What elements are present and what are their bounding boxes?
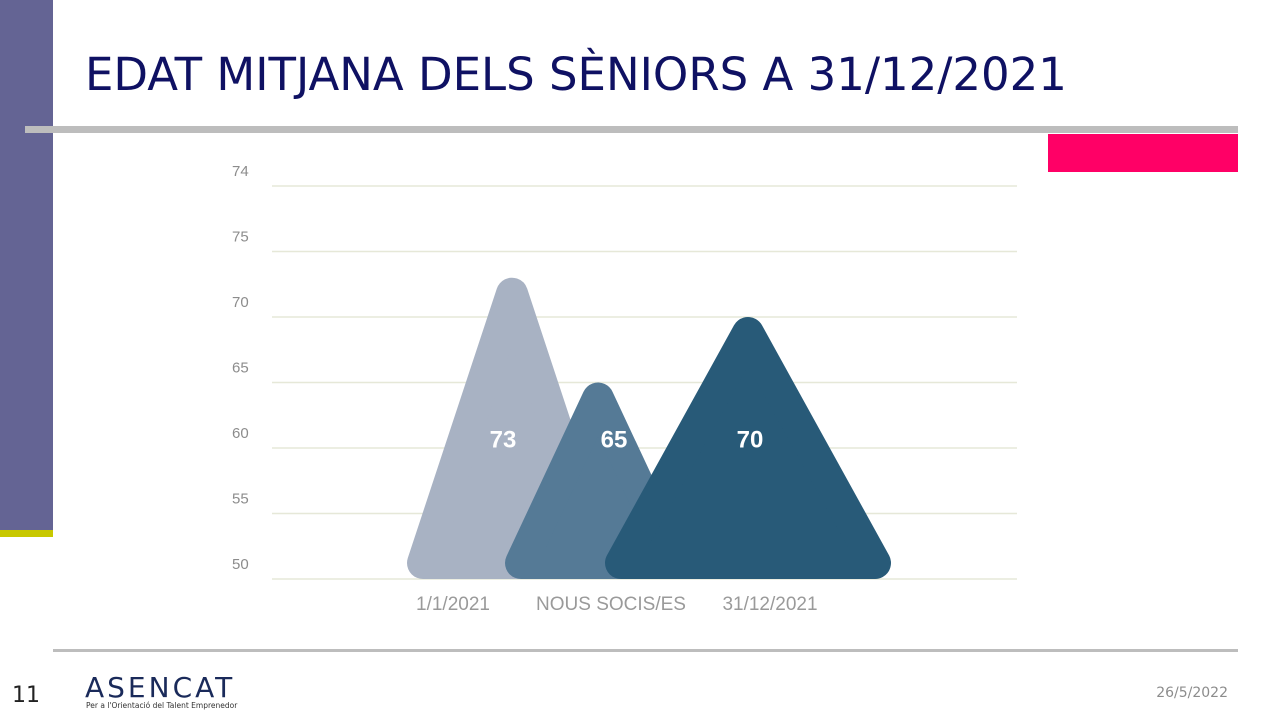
chart: 50 55 60 65 70 75 74 73 1/1/2021 65 NOUS SOCIS/ES 7… bbox=[232, 163, 1017, 615]
x-tick-label: 31/12/2021 bbox=[722, 594, 817, 615]
value-label: 70 bbox=[737, 426, 764, 453]
logo: ASENCAT bbox=[85, 671, 235, 704]
title-rule bbox=[25, 126, 1238, 133]
y-tick-label: 70 bbox=[232, 294, 249, 311]
side-accent bbox=[0, 530, 53, 537]
date: 26/5/2022 bbox=[1156, 685, 1228, 701]
slide-title: EDAT MITJANA DELS SÈNIORS A 31/12/2021 bbox=[85, 48, 1067, 101]
value-label: 73 bbox=[490, 426, 517, 453]
y-tick-label: 75 bbox=[232, 228, 249, 245]
triangle bbox=[605, 317, 891, 579]
y-tick-label: 60 bbox=[232, 425, 249, 442]
side-bar bbox=[0, 0, 53, 530]
y-tick-label: 50 bbox=[232, 556, 249, 573]
value-label: 65 bbox=[601, 426, 628, 453]
y-tick-label: 65 bbox=[232, 359, 249, 376]
y-tick-label: 74 bbox=[232, 163, 249, 180]
footer-rule bbox=[53, 649, 1238, 652]
x-tick-label: NOUS SOCIS/ES bbox=[536, 594, 686, 615]
x-tick-label: 1/1/2021 bbox=[416, 594, 490, 615]
logo-tagline: Per a l'Orientació del Talent Emprenedor bbox=[86, 701, 238, 710]
y-tick-label: 55 bbox=[232, 490, 249, 507]
accent-box bbox=[1048, 134, 1238, 172]
page-number: 11 bbox=[12, 683, 40, 708]
